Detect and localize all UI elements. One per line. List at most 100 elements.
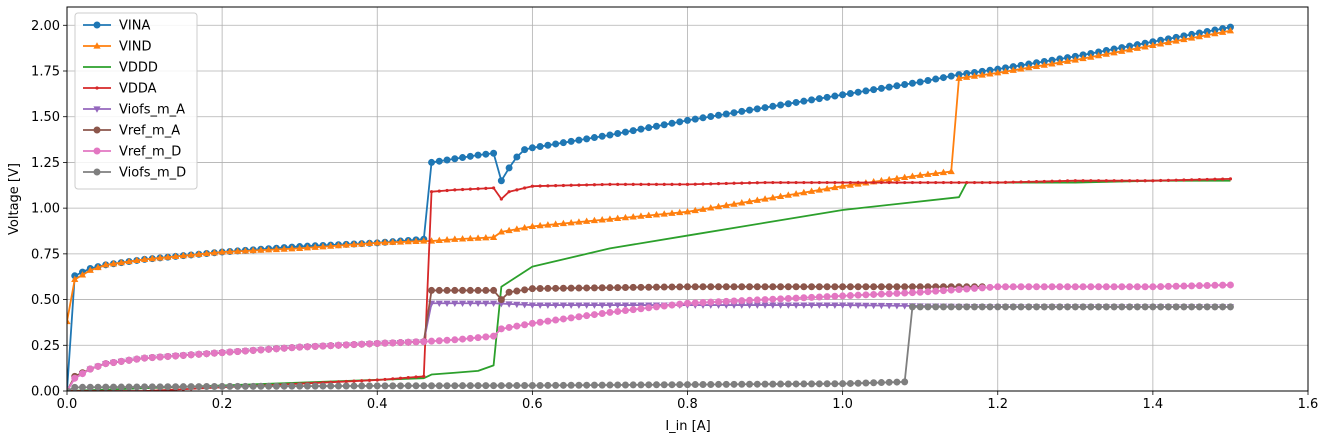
y-axis-label: Voltage [V]: [7, 163, 22, 235]
data-point: [257, 346, 265, 354]
data-point: [932, 169, 940, 176]
data-point: [839, 182, 847, 189]
data-point: [422, 374, 426, 378]
data-point: [1071, 303, 1079, 311]
data-point: [753, 283, 761, 291]
data-point: [908, 79, 916, 87]
data-point: [716, 182, 721, 186]
data-point: [637, 283, 645, 291]
data-point: [172, 352, 180, 360]
data-point: [1033, 283, 1041, 291]
data-point: [404, 338, 412, 346]
data-point: [645, 124, 653, 132]
data-point: [389, 382, 397, 390]
data-point: [1027, 180, 1031, 184]
data-point: [730, 297, 738, 305]
data-point: [164, 383, 172, 391]
data-point: [559, 139, 567, 147]
data-point: [443, 156, 451, 164]
data-point: [1042, 179, 1046, 184]
data-point: [949, 180, 953, 185]
data-point: [497, 325, 505, 333]
data-point: [738, 283, 746, 291]
data-point: [753, 302, 761, 309]
data-point: [877, 283, 885, 291]
data-point: [957, 180, 961, 185]
data-point: [528, 222, 536, 230]
data-point: [1011, 180, 1015, 184]
data-point: [94, 362, 102, 370]
data-point: [645, 381, 653, 389]
data-point: [707, 380, 715, 388]
data-point: [1151, 179, 1155, 183]
data-point: [443, 336, 451, 344]
data-point: [583, 217, 591, 224]
data-point: [769, 302, 777, 309]
data-point: [784, 302, 792, 309]
data-point: [187, 383, 195, 391]
data-point: [435, 382, 443, 390]
x-tick-label: 0.0: [57, 397, 78, 412]
data-point: [753, 196, 761, 203]
data-point: [870, 86, 878, 94]
data-point: [428, 158, 436, 166]
data-point: [629, 381, 637, 389]
data-point: [668, 209, 676, 216]
data-point: [334, 241, 343, 249]
data-point: [893, 283, 901, 291]
data-point: [203, 383, 211, 391]
data-point: [552, 302, 560, 309]
data-point: [1089, 179, 1093, 183]
data-point: [334, 382, 342, 390]
data-point: [800, 302, 808, 309]
data-point: [792, 283, 800, 291]
data-point: [699, 114, 707, 122]
data-point: [1172, 303, 1180, 311]
data-point: [730, 283, 738, 291]
data-point: [466, 382, 474, 390]
data-point: [660, 121, 668, 129]
data-point: [870, 290, 878, 298]
data-point: [738, 199, 746, 206]
data-point: [684, 299, 691, 307]
data-point: [684, 381, 691, 389]
data-point: [1040, 303, 1048, 311]
data-point: [536, 143, 544, 151]
data-point: [631, 182, 635, 186]
data-point: [831, 380, 839, 388]
data-point: [846, 283, 854, 291]
data-point: [86, 383, 94, 391]
data-point: [1211, 303, 1219, 311]
data-point: [786, 180, 790, 185]
data-point: [746, 106, 754, 114]
data-point: [939, 303, 947, 311]
data-point: [841, 180, 845, 185]
legend-item: VINA: [83, 19, 150, 34]
data-point: [947, 303, 955, 311]
data-point: [497, 228, 505, 235]
data-point: [528, 285, 536, 293]
data-point: [567, 302, 575, 309]
data-point: [561, 183, 566, 188]
data-point: [474, 300, 482, 308]
data-point: [575, 284, 583, 292]
data-point: [955, 303, 963, 311]
data-point: [846, 302, 854, 309]
data-point: [800, 188, 808, 196]
data-point: [1149, 41, 1157, 48]
data-point: [738, 107, 746, 115]
data-point: [970, 72, 979, 79]
data-point: [1003, 180, 1008, 184]
data-point: [1102, 303, 1110, 311]
data-point: [877, 379, 885, 387]
data-point: [978, 284, 986, 292]
data-point: [272, 245, 281, 253]
data-point: [1133, 283, 1141, 291]
legend: VINA VIND VDDD VDDA Viofs_m_A Vref_m_A Vref_m_…: [74, 12, 198, 190]
data-point: [1118, 47, 1126, 54]
data-point: [722, 283, 730, 291]
data-point: [614, 302, 622, 309]
data-point: [839, 292, 847, 300]
data-point: [311, 342, 319, 350]
data-point: [709, 182, 713, 186]
